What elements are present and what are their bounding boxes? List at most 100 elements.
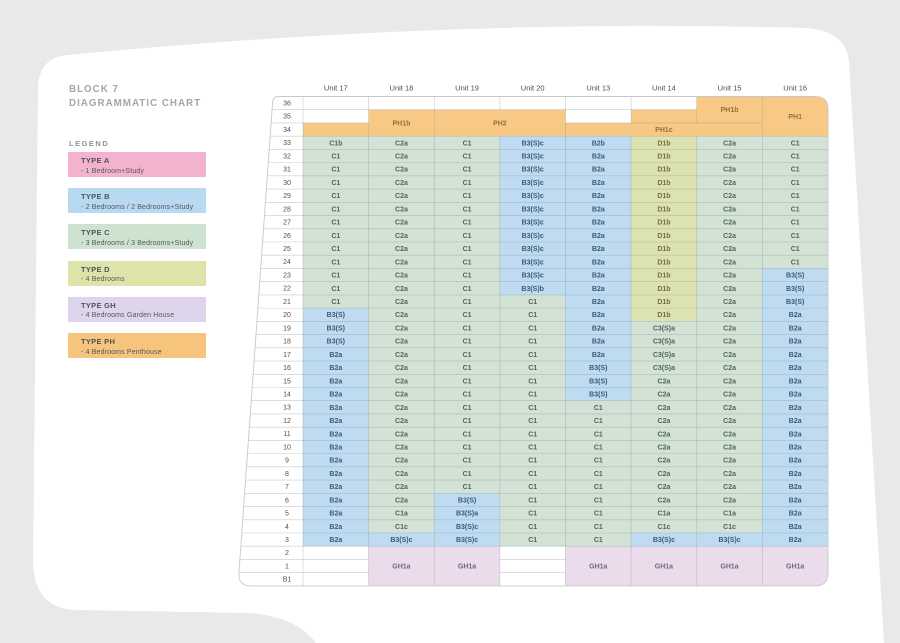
unit-cell-label: C1 (331, 273, 340, 280)
unit-cell (434, 308, 500, 322)
unit-cell (499, 281, 566, 295)
unit-cell (631, 241, 697, 256)
unit-cell (565, 427, 632, 441)
unit-cell (434, 202, 500, 216)
unit-cell-label: B2a (789, 378, 802, 385)
floor-label: 27 (283, 220, 291, 227)
merged-cell-gh1a (565, 546, 632, 586)
unit-cell (565, 294, 632, 309)
unit-cell-label: C2a (395, 299, 408, 306)
unit-cell-label: B3(S)c (522, 140, 544, 147)
unit-cell-label: D1b (657, 154, 670, 161)
unit-cell (565, 189, 632, 203)
unit-cell (434, 519, 500, 533)
unit-cell-label: C2a (658, 431, 671, 438)
unit-cell (631, 400, 697, 414)
unit-cell (303, 427, 369, 441)
legend-item-desc: - 4 Bedrooms (81, 276, 125, 284)
unit-cell (696, 453, 763, 467)
unit-cell (303, 215, 369, 229)
unit-cell (368, 493, 435, 507)
unit-cell (499, 506, 566, 520)
unit-cell (368, 189, 435, 203)
unit-cell (696, 466, 763, 481)
unit-cell-label: C2a (395, 246, 408, 253)
unit-cell-label: C1 (528, 431, 537, 438)
unit-cell (303, 361, 369, 375)
unit-cell-label: C2a (658, 405, 671, 412)
unit-cell-label: B3(S) (458, 497, 476, 504)
unit-cell (565, 136, 632, 150)
unit-cell-label: C1 (528, 497, 537, 504)
unit-cell-label: C1 (594, 497, 603, 504)
unit-cell-label: B2a (789, 431, 802, 438)
unit-cell (434, 321, 500, 335)
unit-cell-label: PH1c (655, 127, 673, 134)
unit-cell (368, 334, 435, 348)
unit-cell-label: GH1a (392, 564, 410, 571)
unit-cell (565, 308, 632, 322)
unit-cell (631, 149, 697, 163)
unit-cell (696, 294, 763, 309)
unit-cell-label: C1 (331, 180, 340, 187)
unit-cell (434, 440, 500, 454)
unit-cell (434, 228, 500, 242)
unit-cell-label: B2a (789, 312, 802, 319)
unit-cell-label: C2a (723, 352, 736, 359)
unit-cell (565, 480, 632, 494)
unit-cell-label: C1 (331, 246, 340, 253)
unit-cell-label: C1a (658, 511, 671, 518)
floor-label: 31 (283, 167, 291, 174)
unit-cell (631, 175, 697, 190)
unit-cell (631, 281, 697, 295)
unit-cell (762, 374, 828, 388)
unit-cell-label: D1b (657, 180, 670, 187)
unit-cell (368, 361, 435, 375)
unit-cell (762, 334, 828, 348)
unit-cell (368, 136, 435, 150)
unit-cell (631, 427, 697, 441)
floor-label: 29 (283, 193, 291, 200)
block-title-line1: BLOCK 7 (69, 83, 120, 95)
unit-cell-label: B3(S) (327, 339, 345, 346)
unit-cell (762, 453, 828, 467)
unit-cell-label: B3(S) (786, 299, 804, 306)
floor-label: 16 (283, 365, 291, 372)
unit-cell (696, 334, 763, 348)
unit-cell-label: B3(S)c (522, 259, 544, 266)
unit-cell-label: B3(S) (786, 286, 804, 293)
unit-cell (565, 175, 632, 190)
unit-cell (434, 361, 500, 375)
unit-cell (565, 334, 632, 348)
unit-cell-label: B2a (592, 339, 605, 346)
unit-cell (696, 202, 763, 216)
unit-cell (368, 532, 435, 547)
unit-cell (434, 189, 500, 203)
unit-cell-label: C1 (528, 392, 537, 399)
unit-cell-label: C2a (395, 484, 408, 491)
floor-label: 2 (285, 550, 289, 557)
unit-cell (631, 215, 697, 229)
unit-cell (303, 268, 369, 282)
merged-cell-ph1 (762, 96, 828, 137)
unit-cell (499, 268, 566, 282)
unit-cell (499, 321, 566, 335)
floor-label: 7 (285, 484, 289, 491)
unit-cell-label: B3(S)c (522, 233, 544, 240)
unit-cell-label: B2b (592, 140, 605, 147)
unit-cell (499, 228, 566, 242)
unit-cell-label: C2a (395, 405, 408, 412)
unit-cell-label: C2a (723, 273, 736, 280)
legend-item-desc: - 3 Bedrooms / 3 Bedrooms+Study (81, 239, 194, 247)
unit-cell-label: C1 (463, 233, 472, 240)
unit-cell-label: PH2 (493, 120, 507, 127)
unit-cell-label: B3(S)b (521, 286, 544, 293)
unit-cell-label: B3(S)c (522, 246, 544, 253)
legend-item-type-a: TYPE A - 1 Bedroom+Study (68, 152, 206, 177)
legend-item-type-d: TYPE D - 4 Bedrooms (68, 260, 206, 286)
unit-cell-label: B2a (592, 220, 605, 227)
unit-cell (434, 241, 500, 256)
merged-cell-ph1b (696, 96, 763, 123)
unit-cell (368, 281, 435, 295)
